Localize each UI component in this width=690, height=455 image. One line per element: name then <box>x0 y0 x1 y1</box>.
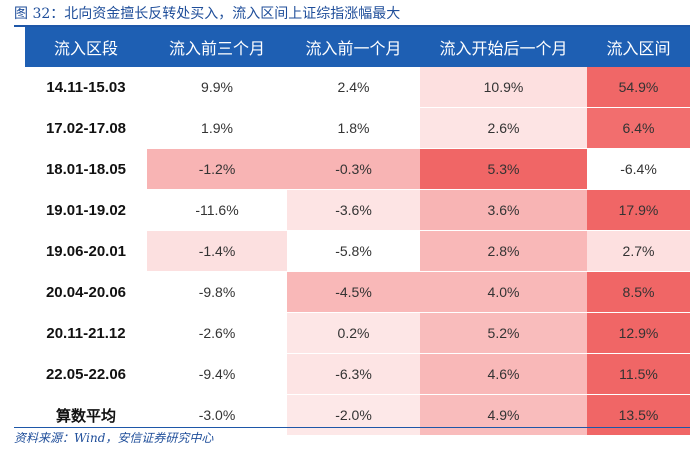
table-body: 14.11-15.03 9.9% 2.4% 10.9% 54.9% 17.02-17.0… <box>25 67 690 436</box>
table-row: 22.05-22.06 -9.4% -6.3% 4.6% 11.5% <box>25 353 690 395</box>
header-cell: 流入前三个月 <box>147 27 287 67</box>
table-row: 17.02-17.08 1.9% 1.8% 2.6% 6.4% <box>25 107 690 149</box>
table-row: 20.04-20.06 -9.8% -4.5% 4.0% 8.5% <box>25 271 690 313</box>
table-cell: -5.8% <box>287 230 420 272</box>
table-cell: -9.4% <box>147 353 287 395</box>
table-cell: 5.3% <box>420 148 587 190</box>
table-cell: 13.5% <box>587 394 690 436</box>
table-cell: 8.5% <box>587 271 690 313</box>
row-label: 19.01-19.02 <box>25 189 147 231</box>
row-label: 18.01-18.05 <box>25 148 147 190</box>
table-cell: -2.6% <box>147 312 287 354</box>
table-cell: 1.9% <box>147 107 287 149</box>
table-cell: 4.9% <box>420 394 587 436</box>
table-cell: 12.9% <box>587 312 690 354</box>
table-row: 18.01-18.05 -1.2% -0.3% 5.3% -6.4% <box>25 148 690 190</box>
table-cell: -1.2% <box>147 148 287 190</box>
table-cell: 1.8% <box>287 107 420 149</box>
data-table: 流入区段 流入前三个月 流入前一个月 流入开始后一个月 流入区间 14.11-1… <box>25 27 690 436</box>
header-cell: 流入区段 <box>25 27 147 67</box>
table-cell: -2.0% <box>287 394 420 436</box>
header-cell: 流入开始后一个月 <box>420 27 587 67</box>
table-row: 14.11-15.03 9.9% 2.4% 10.9% 54.9% <box>25 67 690 108</box>
row-label: 20.04-20.06 <box>25 271 147 313</box>
row-label: 14.11-15.03 <box>25 67 147 108</box>
table-cell: 17.9% <box>587 189 690 231</box>
table-cell: 54.9% <box>587 67 690 108</box>
table-cell: 0.2% <box>287 312 420 354</box>
table-cell: -4.5% <box>287 271 420 313</box>
table-cell: 5.2% <box>420 312 587 354</box>
header-cell: 流入前一个月 <box>287 27 420 67</box>
table-cell: 11.5% <box>587 353 690 395</box>
table-row: 19.01-19.02 -11.6% -3.6% 3.6% 17.9% <box>25 189 690 231</box>
source-note: 资料来源：Wind，安信证券研究中心 <box>14 431 214 445</box>
header-cell: 流入区间 <box>587 27 690 67</box>
source-rule <box>14 427 690 428</box>
table-row: 算数平均 -3.0% -2.0% 4.9% 13.5% <box>25 394 690 436</box>
table-cell: 10.9% <box>420 67 587 108</box>
header-row: 流入区段 流入前三个月 流入前一个月 流入开始后一个月 流入区间 <box>25 27 690 67</box>
table-cell: -11.6% <box>147 189 287 231</box>
table-cell: -1.4% <box>147 230 287 272</box>
table-cell: 3.6% <box>420 189 587 231</box>
figure-title: 图 32：北向资金擅长反转处买入，流入区间上证综指涨幅最大 <box>14 6 401 22</box>
table-cell: 4.0% <box>420 271 587 313</box>
table-cell: -3.6% <box>287 189 420 231</box>
row-label: 17.02-17.08 <box>25 107 147 149</box>
table-cell: -9.8% <box>147 271 287 313</box>
row-label: 22.05-22.06 <box>25 353 147 395</box>
row-label: 20.11-21.12 <box>25 312 147 354</box>
table-cell: 9.9% <box>147 67 287 108</box>
table-cell: -6.4% <box>587 148 690 190</box>
row-label: 19.06-20.01 <box>25 230 147 272</box>
table-cell: -6.3% <box>287 353 420 395</box>
table-cell: -3.0% <box>147 394 287 436</box>
table-cell: -0.3% <box>287 148 420 190</box>
table-cell: 6.4% <box>587 107 690 149</box>
table-row: 20.11-21.12 -2.6% 0.2% 5.2% 12.9% <box>25 312 690 354</box>
table-cell: 2.6% <box>420 107 587 149</box>
table-cell: 2.4% <box>287 67 420 108</box>
table-cell: 2.8% <box>420 230 587 272</box>
table-cell: 4.6% <box>420 353 587 395</box>
title-rule <box>14 25 690 27</box>
table-cell: 2.7% <box>587 230 690 272</box>
row-label: 算数平均 <box>25 394 147 436</box>
table-row: 19.06-20.01 -1.4% -5.8% 2.8% 2.7% <box>25 230 690 272</box>
